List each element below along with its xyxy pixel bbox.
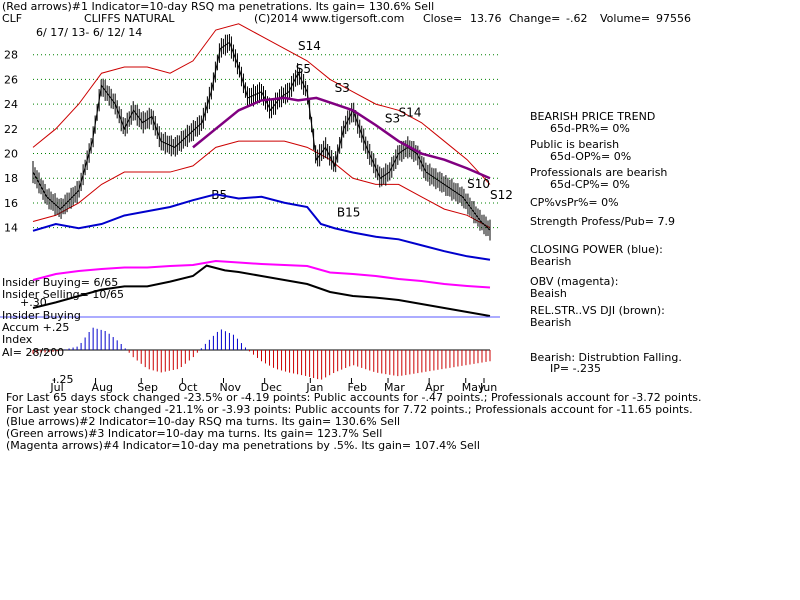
- footer-line5: (Magenta arrows)#4 Indicator=10-day ma p…: [6, 439, 480, 452]
- footer-line4: (Green arrows)#3 Indicator=10-day ma tur…: [6, 427, 382, 440]
- relstr-title: REL.STR..VS DJI (brown):: [530, 304, 665, 317]
- bollinger-bands: [32, 23, 491, 229]
- accum-label: Accum +.25: [2, 321, 69, 334]
- month-label: Jul: [49, 381, 63, 394]
- date-range: 6/ 17/ 13- 6/ 12/ 14: [36, 26, 142, 39]
- month-label: Feb: [347, 381, 366, 394]
- signal-label: S14: [399, 105, 422, 119]
- closing-power-line: [32, 193, 491, 261]
- close-value: 13.76: [470, 12, 502, 25]
- pr-line: 65d-PR%= 0%: [550, 122, 630, 135]
- obv-title: OBV (magenta):: [530, 275, 618, 288]
- moving-average: [192, 96, 491, 180]
- company-name: CLIFFS NATURAL: [84, 12, 175, 25]
- month-label: Oct: [178, 381, 198, 394]
- month-label: Sep: [137, 381, 158, 394]
- obv-value: Beaish: [530, 287, 567, 300]
- trend-title: BEARISH PRICE TREND: [530, 110, 655, 123]
- y-tick-label: 20: [4, 148, 18, 161]
- volume-value: 97556: [656, 12, 691, 25]
- change-label: Change=: [509, 12, 560, 25]
- op-line: 65d-OP%= 0%: [550, 150, 631, 163]
- closing-power-title: CLOSING POWER (blue):: [530, 243, 663, 256]
- signal-label: S5: [296, 62, 311, 76]
- y-tick-label: 14: [4, 222, 18, 235]
- signal-label: S14: [298, 39, 321, 53]
- obv-polyline: [32, 259, 491, 289]
- prof-title: Professionals are bearish: [530, 166, 667, 179]
- strength: Strength Profess/Pub= 7.9: [530, 215, 675, 228]
- y-tick-label: 28: [4, 49, 18, 62]
- cp-line: 65d-CP%= 0%: [550, 178, 630, 191]
- y-tick-label: 16: [4, 197, 18, 210]
- relstr-polyline: [32, 264, 491, 317]
- y-tick-label: 22: [4, 123, 18, 136]
- dist-title: Bearish: Distrubtion Falling.: [530, 351, 682, 364]
- price-line: [32, 41, 491, 231]
- cpvspr: CP%vsPr%= 0%: [530, 196, 619, 209]
- symbol: CLF: [2, 12, 22, 25]
- y-tick-label: 24: [4, 98, 18, 111]
- ma-line: [192, 96, 491, 180]
- insider-selling-count: Insider Selling= 10/65: [2, 288, 124, 301]
- volume-label: Volume=: [600, 12, 650, 25]
- price-y-ticks: 14 16 18 20 22 24 26 28: [4, 49, 18, 235]
- footer-line1: For Last 65 days stock changed -23.5% or…: [6, 391, 701, 404]
- signal-label: B15: [337, 206, 361, 220]
- month-label: Apr: [425, 381, 445, 394]
- lower_band: [32, 140, 491, 229]
- obv-line: [32, 259, 491, 289]
- signal-label: S10: [467, 177, 490, 191]
- price-series: [32, 33, 491, 241]
- insider-ratio: +.30: [20, 296, 47, 309]
- insider-buying-label: Insider Buying: [2, 309, 81, 322]
- footer-line2: For Last year stock changed -21.1% or -3…: [6, 403, 693, 416]
- closing-power-polyline: [32, 193, 491, 261]
- month-label: May: [462, 381, 485, 394]
- public-title: Public is bearish: [530, 138, 619, 151]
- month-label: Mar: [384, 381, 405, 394]
- relstr-value: Bearish: [530, 316, 571, 329]
- signal-label: S3: [335, 81, 350, 95]
- copyright: (C)2014 www.tigersoft.com: [254, 12, 404, 25]
- accum-neg-label: -.25: [52, 373, 73, 386]
- month-label: Jun: [479, 381, 497, 394]
- header-line1: (Red arrows)#1 Indicator=10-day RSQ ma p…: [2, 0, 434, 13]
- closing-power-value: Bearish: [530, 255, 571, 268]
- ip-line: IP= -.235: [550, 362, 601, 375]
- signal-label: S12: [490, 188, 513, 202]
- signal-label: S3: [385, 112, 400, 126]
- index-label: Index: [2, 333, 33, 346]
- footer-line3: (Blue arrows)#2 Indicator=10-day RSQ ma …: [6, 415, 400, 428]
- ai-label: AI= 28/200: [2, 346, 64, 359]
- month-label: Nov: [220, 381, 242, 394]
- month-label: Jan: [305, 381, 323, 394]
- month-label: Dec: [261, 381, 282, 394]
- y-tick-label: 18: [4, 172, 18, 185]
- upper_band: [32, 23, 491, 185]
- accumulation-histogram: [32, 327, 491, 380]
- insider-buying-count: Insider Buying= 6/65: [2, 276, 118, 289]
- change-value: -.62: [566, 12, 587, 25]
- close-label: Close=: [423, 12, 462, 25]
- month-label: Aug: [92, 381, 113, 394]
- y-tick-label: 26: [4, 73, 18, 86]
- relative-strength-line: [32, 264, 491, 317]
